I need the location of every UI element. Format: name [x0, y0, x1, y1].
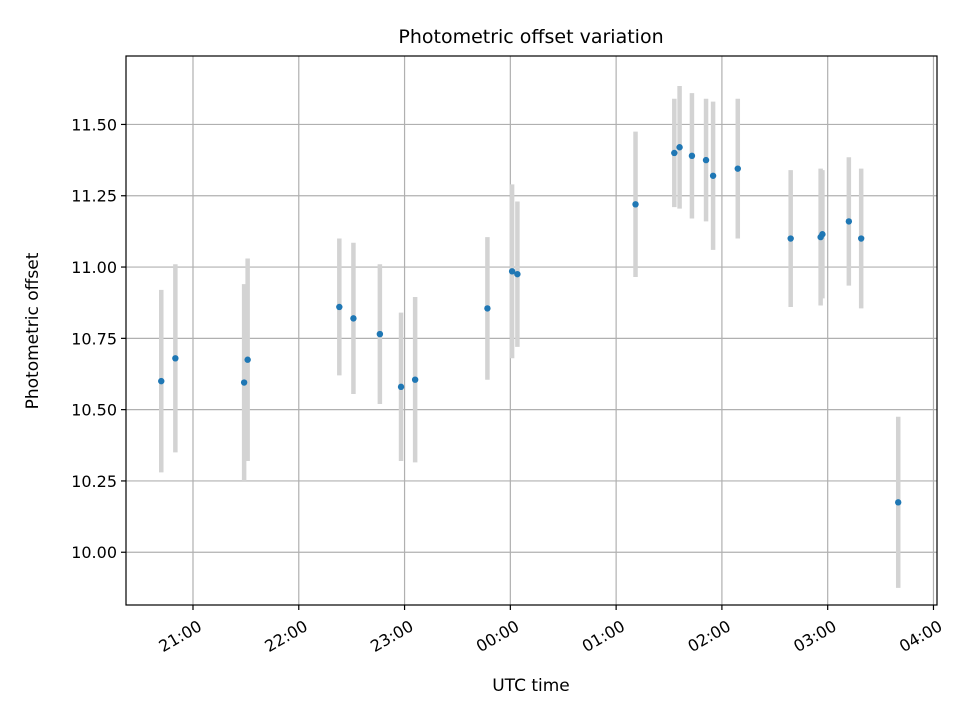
data-point: [376, 330, 384, 338]
plot-frame: [125, 55, 938, 606]
chart-title: Photometric offset variation: [398, 26, 663, 48]
data-point: [845, 218, 853, 225]
data-point: [895, 499, 902, 506]
data-point: [158, 377, 165, 385]
y-tick-label: 11.25: [71, 187, 117, 206]
data-point: [787, 235, 794, 242]
data-points: [158, 144, 902, 506]
y-axis: 10.00 10.25 10.50 10.75 11.00 11.25 11.50: [71, 115, 126, 562]
data-point: [632, 201, 639, 208]
data-point: [172, 355, 179, 362]
x-axis-label: UTC time: [492, 676, 570, 696]
y-tick-label: 11.00: [71, 258, 117, 277]
y-axis-label: Photometric offset: [23, 252, 43, 409]
data-point: [350, 315, 357, 322]
data-point: [397, 383, 405, 391]
y-tick-label: 10.50: [71, 401, 117, 420]
plot-area: [126, 56, 937, 605]
data-point: [671, 149, 678, 157]
data-point: [484, 305, 491, 312]
data-point: [857, 235, 865, 242]
data-point: [411, 376, 419, 383]
data-point: [514, 270, 521, 278]
y-tick-label: 10.25: [71, 472, 117, 491]
y-tick-label: 10.75: [71, 329, 117, 348]
data-point: [709, 172, 717, 179]
data-point: [336, 303, 343, 311]
y-tick-label: 11.50: [71, 115, 117, 134]
data-point: [508, 268, 516, 275]
data-point: [688, 152, 696, 160]
data-point: [702, 156, 710, 164]
data-point: [734, 165, 741, 172]
y-tick-label: 10.00: [71, 543, 117, 562]
data-point: [676, 144, 683, 151]
grid: [126, 56, 937, 605]
data-point: [244, 356, 251, 363]
data-point: [819, 231, 826, 238]
data-point: [240, 379, 248, 386]
